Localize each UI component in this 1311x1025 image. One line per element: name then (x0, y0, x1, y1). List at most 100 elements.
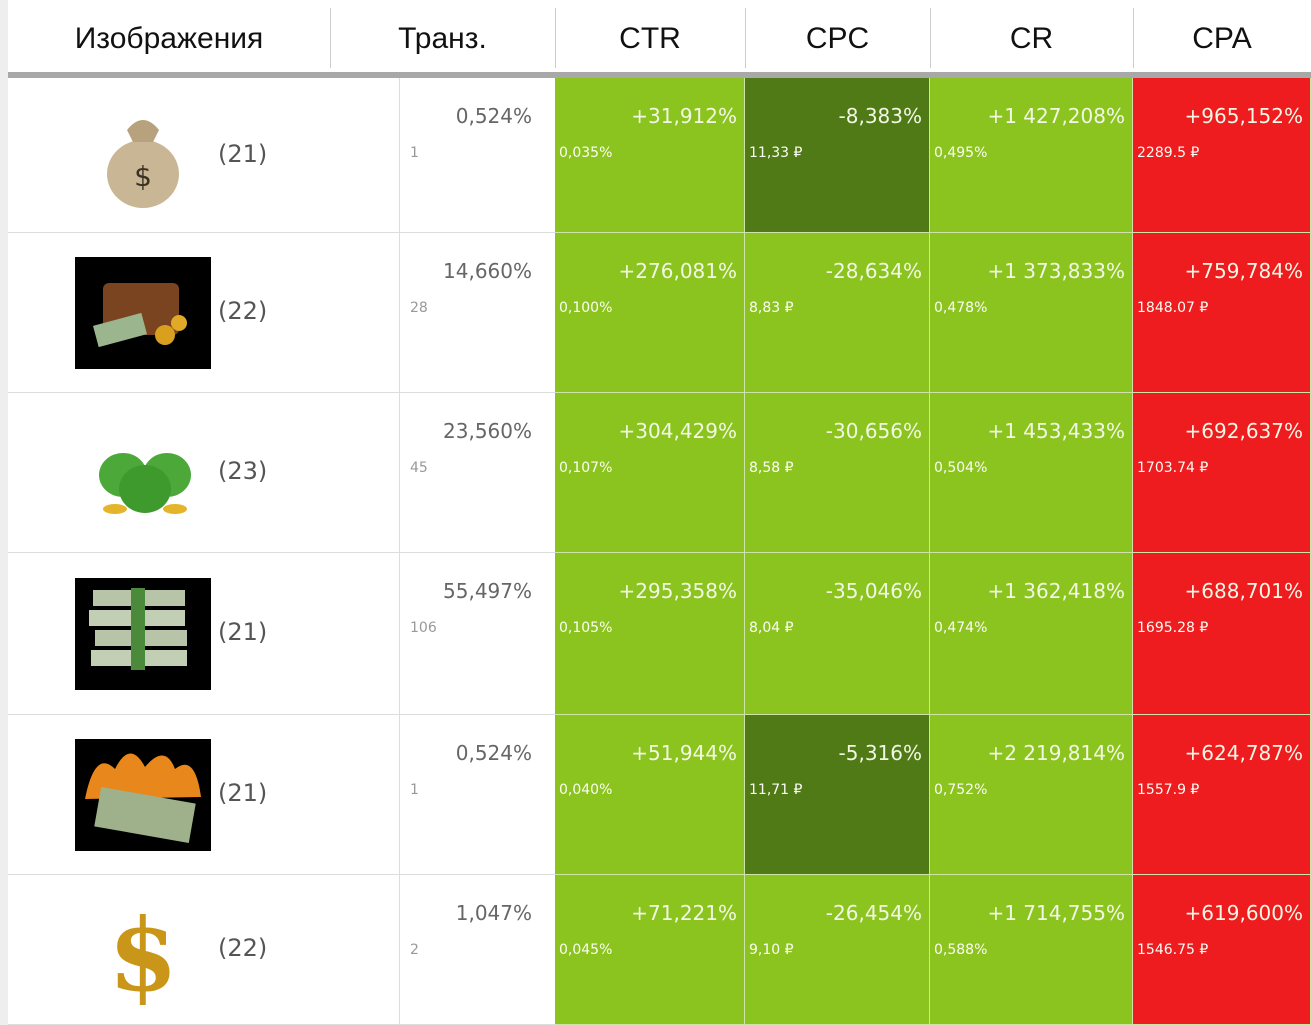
image-cell (8, 393, 400, 553)
cpa-value: 2289.5 ₽ (1137, 145, 1200, 161)
thumbnail (75, 739, 211, 851)
ctr-cell (555, 233, 745, 393)
cr-change: +1 714,755% (987, 901, 1125, 925)
transitions-percent: 0,524% (455, 104, 532, 128)
image-cell (8, 233, 400, 393)
cpc-change: -30,656% (825, 419, 922, 443)
header-underline (8, 72, 1311, 78)
ctr-change: +51,944% (631, 741, 737, 765)
cr-cell (930, 553, 1133, 715)
column-header: Транз. (330, 0, 555, 72)
cr-value: 0,474% (934, 620, 988, 636)
cr-cell (930, 233, 1133, 393)
ctr-value: 0,045% (559, 942, 613, 958)
cr-cell (930, 715, 1133, 875)
cr-change: +1 362,418% (987, 579, 1125, 603)
cpc-change: -26,454% (825, 901, 922, 925)
cpa-cell (1133, 553, 1311, 715)
cpa-value: 1695.28 ₽ (1137, 620, 1209, 636)
cpa-value: 1848.07 ₽ (1137, 300, 1209, 316)
header-separator (555, 8, 556, 68)
transitions-cell (400, 233, 555, 393)
image-count: (21) (218, 618, 268, 646)
cpc-cell (745, 553, 930, 715)
column-header: Изображения (8, 0, 330, 72)
cpa-cell (1133, 393, 1311, 553)
transitions-percent: 0,524% (455, 741, 532, 765)
cpc-cell (745, 715, 930, 875)
cpa-change: +759,784% (1184, 259, 1303, 283)
cpc-value: 8,04 ₽ (749, 620, 794, 636)
thumbnail (75, 578, 211, 690)
cpa-value: 1557.9 ₽ (1137, 782, 1200, 798)
image-cell (8, 715, 400, 875)
cpc-cell (745, 393, 930, 553)
thumbnail (99, 453, 191, 514)
cpa-value: 1703.74 ₽ (1137, 460, 1209, 476)
cpa-change: +619,600% (1184, 901, 1303, 925)
transitions-count: 1 (410, 145, 419, 161)
thumbnail: $ (108, 896, 178, 1006)
cpa-cell (1133, 233, 1311, 393)
ctr-cell (555, 553, 745, 715)
cpa-cell (1133, 78, 1311, 233)
cr-value: 0,495% (934, 145, 988, 161)
column-header: CR (930, 0, 1133, 72)
cpc-change: -8,383% (838, 104, 922, 128)
cr-change: +1 373,833% (987, 259, 1125, 283)
cr-change: +1 427,208% (987, 104, 1125, 128)
cpc-change: -5,316% (838, 741, 922, 765)
ctr-change: +31,912% (631, 104, 737, 128)
cr-change: +2 219,814% (987, 741, 1125, 765)
cpc-cell (745, 233, 930, 393)
transitions-cell (400, 875, 555, 1025)
transitions-percent: 55,497% (443, 579, 532, 603)
cpc-value: 9,10 ₽ (749, 942, 794, 958)
image-count: (21) (218, 779, 268, 807)
column-header: CPA (1133, 0, 1311, 72)
cpa-value: 1546.75 ₽ (1137, 942, 1209, 958)
ctr-value: 0,105% (559, 620, 613, 636)
cpa-change: +692,637% (1184, 419, 1303, 443)
ctr-cell (555, 393, 745, 553)
header-separator (330, 8, 331, 68)
cr-cell (930, 393, 1133, 553)
ctr-change: +276,081% (618, 259, 737, 283)
ctr-value: 0,107% (559, 460, 613, 476)
image-cell: $ (8, 875, 400, 1025)
ctr-value: 0,035% (559, 145, 613, 161)
header-separator (930, 8, 931, 68)
thumbnail (75, 257, 211, 369)
image-count: (21) (218, 139, 268, 168)
image-cell (8, 553, 400, 715)
cr-value: 0,588% (934, 942, 988, 958)
transitions-count: 1 (410, 782, 419, 798)
cr-value: 0,478% (934, 300, 988, 316)
transitions-count: 2 (410, 942, 419, 958)
cr-value: 0,504% (934, 460, 988, 476)
transitions-count: 106 (410, 620, 437, 636)
ctr-cell (555, 875, 745, 1025)
svg-text:$: $ (108, 896, 178, 1006)
image-count: (22) (218, 297, 268, 325)
transitions-percent: 23,560% (443, 419, 532, 443)
cpa-change: +688,701% (1184, 579, 1303, 603)
transitions-percent: 14,660% (443, 259, 532, 283)
cpc-value: 8,83 ₽ (749, 300, 794, 316)
transitions-cell (400, 78, 555, 233)
ctr-value: 0,100% (559, 300, 613, 316)
cpc-cell (745, 875, 930, 1025)
svg-text:$: $ (134, 160, 152, 193)
cpa-change: +624,787% (1184, 741, 1303, 765)
ctr-change: +295,358% (618, 579, 737, 603)
column-header: CTR (555, 0, 745, 72)
ctr-cell (555, 715, 745, 875)
column-header: CPC (745, 0, 930, 72)
transitions-cell (400, 715, 555, 875)
ctr-change: +304,429% (618, 419, 737, 443)
header-separator (745, 8, 746, 68)
image-count: (23) (218, 457, 268, 485)
cpa-change: +965,152% (1184, 104, 1303, 128)
